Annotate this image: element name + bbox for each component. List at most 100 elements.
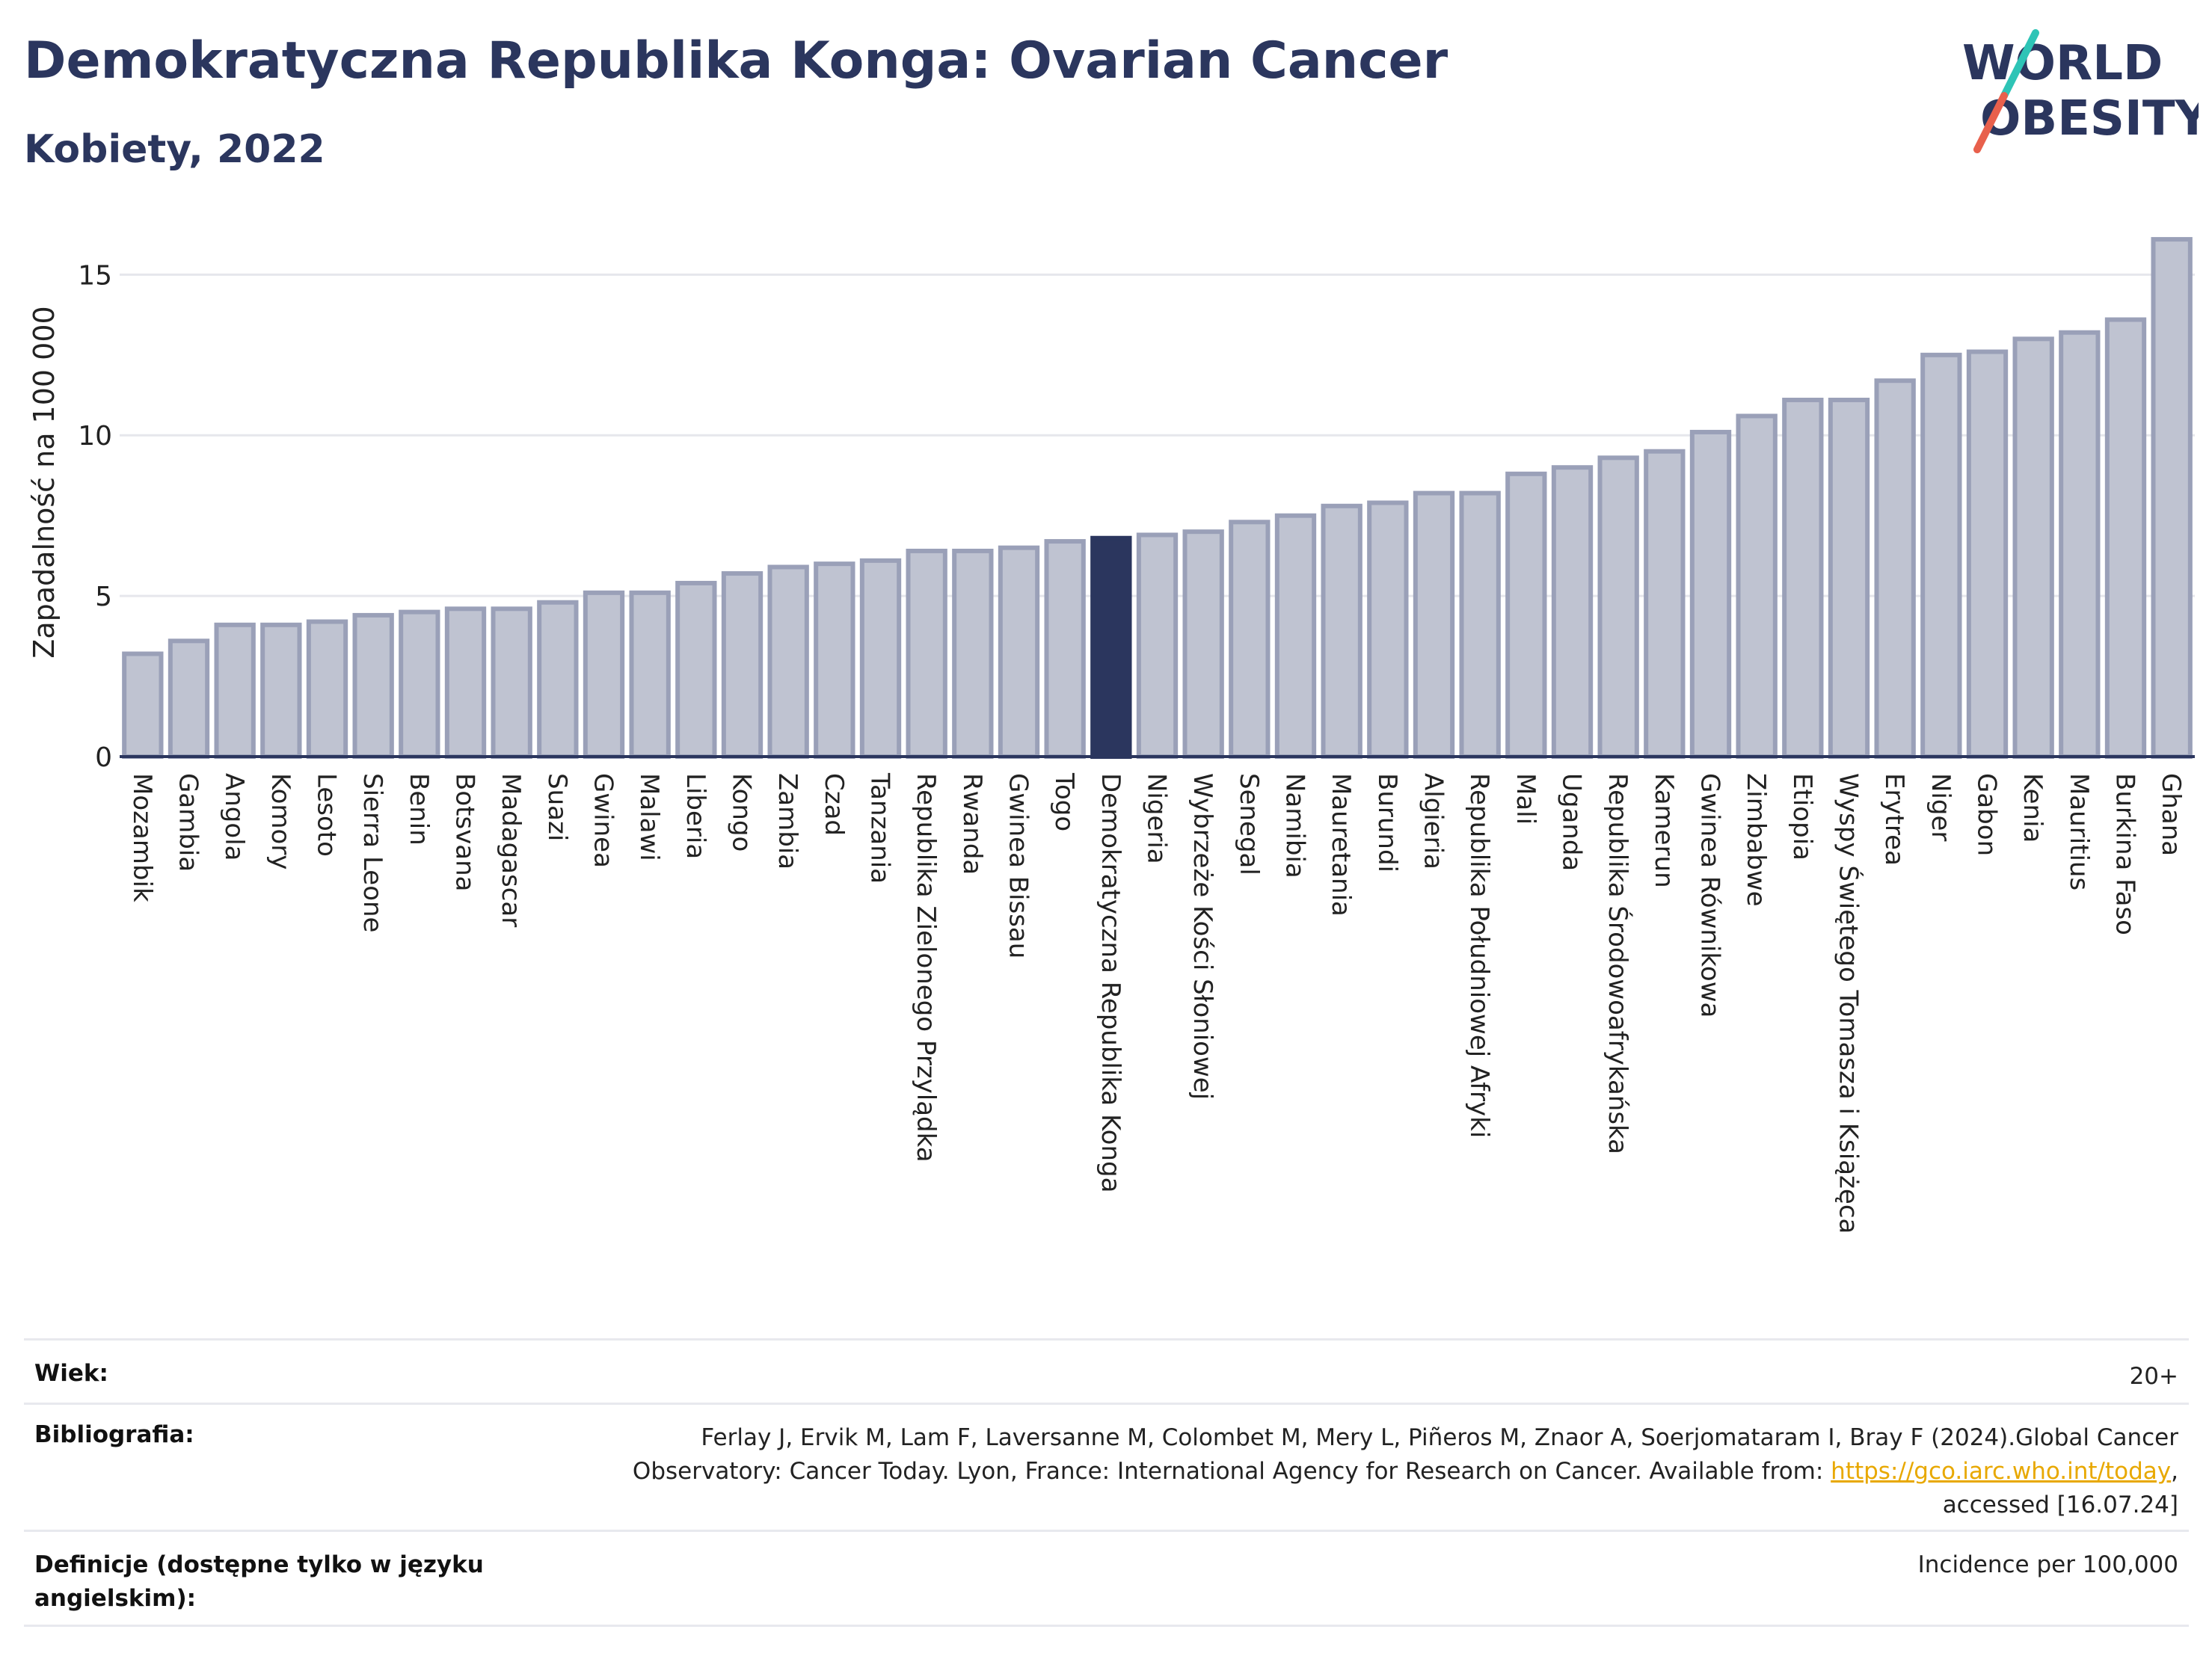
x-tick-label: Sierra Leone xyxy=(357,773,387,932)
bar xyxy=(1966,349,2009,759)
x-tick-label: Wyspy Świętego Tomasza i Książęca xyxy=(1834,773,1864,1234)
age-label: Wiek: xyxy=(34,1360,108,1387)
x-tick-label: Gwinea Równikowa xyxy=(1695,773,1725,1018)
logo-slash-teal xyxy=(2000,29,2039,99)
x-tick-label: Madagascar xyxy=(496,773,526,927)
x-tick-label: Mauritius xyxy=(2064,773,2094,890)
x-tick-label: Namibia xyxy=(1280,773,1310,878)
bar xyxy=(122,651,164,759)
bar xyxy=(306,619,348,759)
bar xyxy=(998,545,1040,760)
x-tick-label: Gambia xyxy=(173,773,203,872)
x-tick-label: Lesoto xyxy=(312,773,342,857)
source-link[interactable]: https://gco.iarc.who.int/today xyxy=(1831,1457,2172,1485)
y-tick-label: 0 xyxy=(95,742,112,773)
x-tick-label: Algieria xyxy=(1419,773,1448,869)
x-tick-label: Republika Zielonego Przylądka xyxy=(911,773,941,1163)
bar xyxy=(814,561,855,760)
bar xyxy=(1321,503,1362,759)
x-tick-label: Zimbabwe xyxy=(1741,773,1771,907)
x-tick-label: Erytrea xyxy=(1879,773,1909,866)
bar xyxy=(1874,378,1916,759)
x-tick-label: Rwanda xyxy=(957,773,987,875)
bar xyxy=(1736,413,1778,759)
bar-highlighted xyxy=(1090,535,1132,759)
x-tick-label: Wybrzeże Kości Słoniowej xyxy=(1188,773,1217,1100)
bar xyxy=(1597,455,1639,759)
x-tick-label: Demokratyczna Republika Konga xyxy=(1096,773,1125,1192)
x-tick-label: Kongo xyxy=(727,773,757,852)
bar xyxy=(1505,471,1547,759)
x-tick-label: Togo xyxy=(1049,772,1079,831)
x-tick-label: Botsvana xyxy=(450,773,480,892)
bar xyxy=(1920,352,1962,759)
bar xyxy=(2059,330,2101,759)
x-tick-label: Czad xyxy=(819,773,849,836)
logo-text-world: WORLD xyxy=(1962,36,2163,91)
bar xyxy=(260,622,302,759)
x-tick-label: Gwinea xyxy=(589,773,618,868)
x-tick-label: Burkina Faso xyxy=(2110,773,2140,935)
bar xyxy=(1229,520,1271,759)
x-tick-label: Senegal xyxy=(1234,773,1264,875)
bibliography-text: Ferlay J, Ervik M, Lam F, Laversanne M, … xyxy=(632,1424,2178,1485)
bar xyxy=(1136,532,1179,759)
x-tick-label: Uganda xyxy=(1557,773,1587,871)
y-tick-label: 15 xyxy=(78,260,112,291)
x-tick-label: Kenia xyxy=(2018,773,2047,843)
bar xyxy=(2151,237,2193,760)
x-tick-label: Angola xyxy=(219,773,249,861)
bar xyxy=(767,564,809,760)
bar xyxy=(2012,336,2054,759)
x-tick-label: Republika Południowej Afryki xyxy=(1464,773,1494,1138)
bar xyxy=(2104,317,2147,759)
bar xyxy=(1044,539,1086,759)
bar xyxy=(1782,397,1824,759)
bar xyxy=(352,612,394,760)
x-tick-label: Niger xyxy=(1926,773,1956,841)
bar xyxy=(537,600,579,760)
bar xyxy=(859,558,902,759)
x-tick-label: Benin xyxy=(404,773,434,846)
world-obesity-logo: WORLD OBESITY xyxy=(1962,29,2199,153)
x-tick-label: Malawi xyxy=(634,773,664,861)
bar-chart: 0 5 10 15 Mozambik Gambia Angola Komory Lesoto Si… xyxy=(28,237,2195,1234)
x-tick-label: Burundi xyxy=(1372,773,1402,872)
bar xyxy=(952,548,994,759)
footer-row-definitions: Definicje (dostępne tylko w języku angie… xyxy=(24,1530,2189,1627)
bibliography-accessed: , accessed [16.07.24] xyxy=(1942,1457,2178,1518)
x-tick-label: Zambia xyxy=(772,773,802,869)
definitions-value: Incidence per 100,000 xyxy=(1917,1551,2178,1578)
bibliography-value: Ferlay J, Ervik M, Lam F, Laversanne M, … xyxy=(623,1421,2178,1522)
bar xyxy=(906,548,947,759)
x-tick-label: Liberia xyxy=(681,773,710,859)
y-tick-label: 5 xyxy=(95,582,112,612)
x-tick-label: Gwinea Bissau xyxy=(1004,773,1033,958)
bar xyxy=(1551,465,1594,759)
bar xyxy=(1274,513,1317,760)
x-tick-label: Tanzania xyxy=(865,772,895,884)
bar xyxy=(629,590,671,759)
bibliography-label: Bibliografia: xyxy=(34,1421,194,1448)
x-tick-label: Mozambik xyxy=(127,773,157,902)
bar xyxy=(583,590,625,759)
definitions-label: Definicje (dostępne tylko w języku angie… xyxy=(34,1551,484,1612)
y-tick-label: 10 xyxy=(78,421,112,452)
chart-subtitle: Kobiety, 2022 xyxy=(24,127,325,172)
bar xyxy=(1459,490,1501,759)
bar xyxy=(1644,449,1686,759)
bar xyxy=(1367,500,1409,759)
info-table: Wiek: 20+ Bibliografia: Ferlay J, Ervik … xyxy=(24,1338,2189,1627)
x-tick-label: Komory xyxy=(265,773,295,869)
bar xyxy=(1413,490,1455,759)
x-tick-label: Gabon xyxy=(1972,773,2002,856)
logo-slash-red xyxy=(1973,92,2008,153)
bar xyxy=(444,606,487,759)
x-tick-label: Ghana xyxy=(2156,773,2186,856)
footer-row-bibliography: Bibliografia: Ferlay J, Ervik M, Lam F, … xyxy=(24,1403,2189,1530)
bar xyxy=(491,606,532,759)
bar xyxy=(1689,429,1732,759)
x-tick-label: Suazi xyxy=(542,773,572,841)
x-tick-label: Kamerun xyxy=(1649,773,1679,888)
y-axis-label: Zapadalność na 100 000 xyxy=(28,306,61,658)
